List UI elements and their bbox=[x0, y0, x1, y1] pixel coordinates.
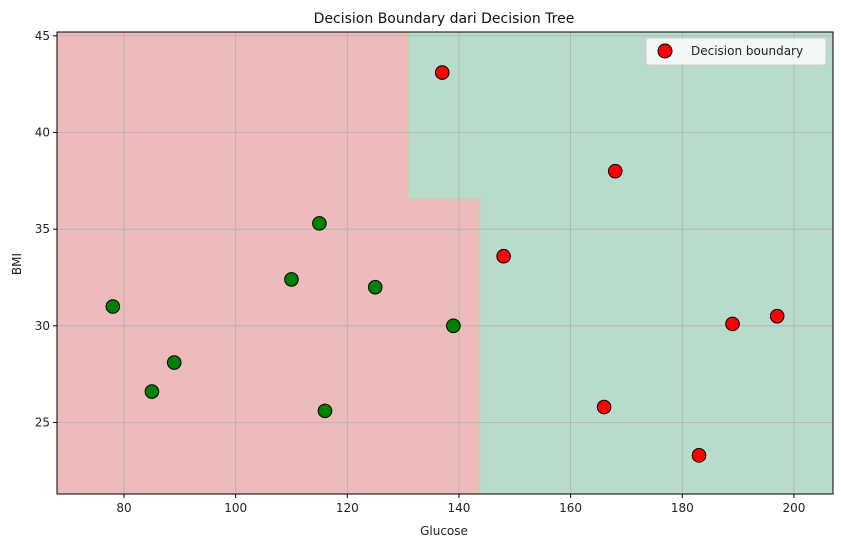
data-point bbox=[284, 272, 299, 287]
data-point bbox=[317, 403, 333, 419]
plot-area bbox=[56, 31, 834, 495]
y-axis-label: BMI bbox=[10, 253, 24, 275]
grid bbox=[57, 32, 833, 494]
legend-label: Decision boundary bbox=[691, 44, 803, 58]
data-point bbox=[367, 279, 383, 295]
data-point bbox=[105, 299, 121, 314]
y-tick-label: 45 bbox=[35, 29, 50, 43]
series-0 bbox=[105, 216, 461, 419]
data-point bbox=[312, 216, 327, 231]
data-point bbox=[607, 163, 623, 179]
x-tick-label: 200 bbox=[782, 501, 805, 515]
data-point bbox=[691, 448, 707, 463]
data-point bbox=[496, 248, 511, 264]
data-point bbox=[446, 318, 461, 334]
y-tick-label: 35 bbox=[35, 222, 50, 236]
y-tick-label: 25 bbox=[35, 415, 50, 429]
x-tick-label: 100 bbox=[224, 501, 247, 515]
y-tick-label: 40 bbox=[35, 126, 50, 140]
y-tick-label: 30 bbox=[35, 319, 50, 333]
x-axis-label: Glucose bbox=[420, 524, 468, 538]
data-point bbox=[725, 316, 740, 332]
class-region-green bbox=[408, 32, 833, 494]
x-axis-ticks: 80 100 120 140 160 180 200 bbox=[116, 494, 805, 515]
data-point bbox=[434, 65, 450, 80]
x-tick-label: 160 bbox=[559, 501, 582, 515]
data-point bbox=[144, 384, 160, 399]
data-point bbox=[769, 308, 785, 324]
x-tick-label: 120 bbox=[336, 501, 359, 515]
boundary-line bbox=[408, 32, 481, 494]
legend-marker bbox=[657, 43, 673, 59]
x-tick-label: 80 bbox=[116, 501, 131, 515]
x-tick-label: 140 bbox=[448, 501, 471, 515]
y-axis-ticks: 25 30 35 40 45 bbox=[35, 29, 57, 429]
data-point bbox=[596, 399, 612, 415]
legend: Decision boundary bbox=[645, 37, 827, 66]
plot-frame bbox=[56, 31, 834, 495]
legend-box bbox=[645, 37, 827, 66]
data-point bbox=[166, 355, 182, 370]
x-tick-label: 180 bbox=[671, 501, 694, 515]
series-1 bbox=[434, 65, 785, 463]
chart-title: Decision Boundary dari Decision Tree bbox=[314, 11, 575, 27]
